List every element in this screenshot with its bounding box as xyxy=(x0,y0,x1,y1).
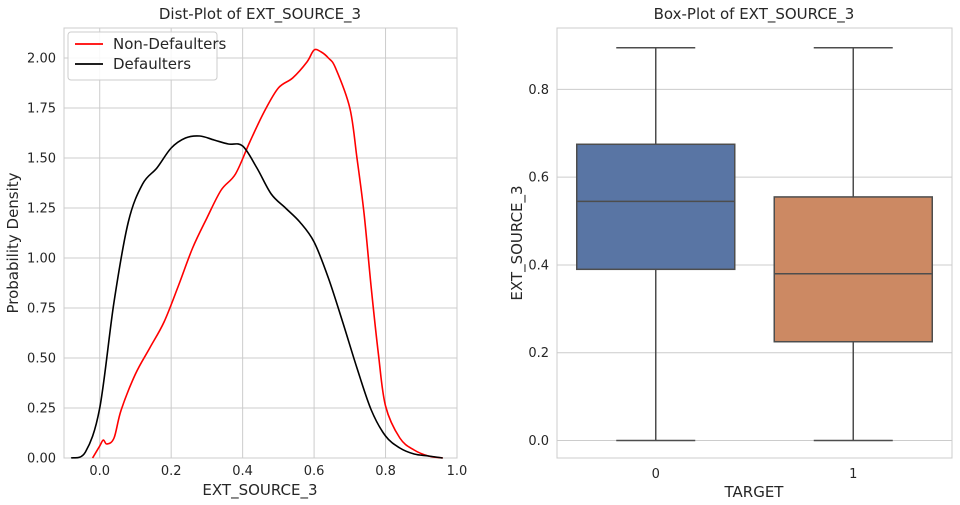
box-plot-title: Box-Plot of EXT_SOURCE_3 xyxy=(654,5,855,24)
box-y-tick-label: 0.4 xyxy=(528,258,549,273)
dist-x-tick-label: 1.0 xyxy=(447,464,468,479)
dist-y-tick-label: 1.00 xyxy=(27,252,56,267)
dist-y-tick-label: 1.75 xyxy=(27,102,56,117)
dist-x-tick-labels: 0.0 0.2 0.4 0.6 0.8 1.0 xyxy=(89,464,467,479)
dist-lines xyxy=(70,48,443,459)
dist-y-tick-label: 2.00 xyxy=(27,52,56,67)
dist-x-tick-label: 0.4 xyxy=(232,464,253,479)
dist-legend: Non-Defaulters Defaulters xyxy=(67,31,227,81)
dist-plot-area xyxy=(63,27,458,459)
box-x-tick-label: 0 xyxy=(652,467,660,482)
box-x-axis-label: TARGET xyxy=(724,483,785,501)
dist-x-tick-label: 0.2 xyxy=(161,464,182,479)
box-y-axis-label: EXT_SOURCE_3 xyxy=(508,185,527,300)
kde-line-non-defaulters xyxy=(91,48,443,459)
dist-plot: 0.0 0.2 0.4 0.6 0.8 1.0 0.00 0.25 0.50 0.75 1.00 1… xyxy=(4,5,467,500)
dist-x-tick-label: 0.0 xyxy=(89,464,110,479)
dist-x-tick-label: 0.8 xyxy=(375,464,396,479)
dist-y-tick-label: 1.50 xyxy=(27,152,56,167)
box-x-tick-label: 1 xyxy=(849,467,857,482)
legend-label-non-defaulters: Non-Defaulters xyxy=(113,35,227,53)
dist-y-tick-label: 0.25 xyxy=(27,402,56,417)
dist-plot-title: Dist-Plot of EXT_SOURCE_3 xyxy=(159,5,361,24)
box-y-tick-label: 0.8 xyxy=(528,83,549,98)
dist-y-axis-label: Probability Density xyxy=(4,172,22,313)
box-y-tick-label: 0.0 xyxy=(528,434,549,449)
dist-y-tick-label: 0.00 xyxy=(27,452,56,467)
box-y-tick-labels: 0.0 0.2 0.4 0.6 0.8 xyxy=(528,83,549,449)
box-y-tick-label: 0.6 xyxy=(528,171,549,186)
dist-y-tick-labels: 0.00 0.25 0.50 0.75 1.00 1.25 1.50 1.75 2.00 xyxy=(27,52,56,467)
box-iqr xyxy=(773,196,933,343)
dist-x-axis-label: EXT_SOURCE_3 xyxy=(202,481,317,500)
dist-y-tick-label: 1.25 xyxy=(27,202,56,217)
box-iqr xyxy=(576,143,736,271)
dist-x-tick-label: 0.6 xyxy=(304,464,325,479)
box-target-1 xyxy=(773,46,933,442)
dist-y-tick-label: 0.50 xyxy=(27,352,56,367)
box-target-0 xyxy=(576,46,736,442)
dist-grid xyxy=(64,28,458,459)
box-y-tick-label: 0.2 xyxy=(528,346,549,361)
dist-y-tick-label: 0.75 xyxy=(27,302,56,317)
legend-frame xyxy=(67,31,218,81)
kde-line-defaulters xyxy=(70,135,443,459)
legend-label-defaulters: Defaulters xyxy=(113,55,191,73)
box-elements xyxy=(576,46,933,442)
